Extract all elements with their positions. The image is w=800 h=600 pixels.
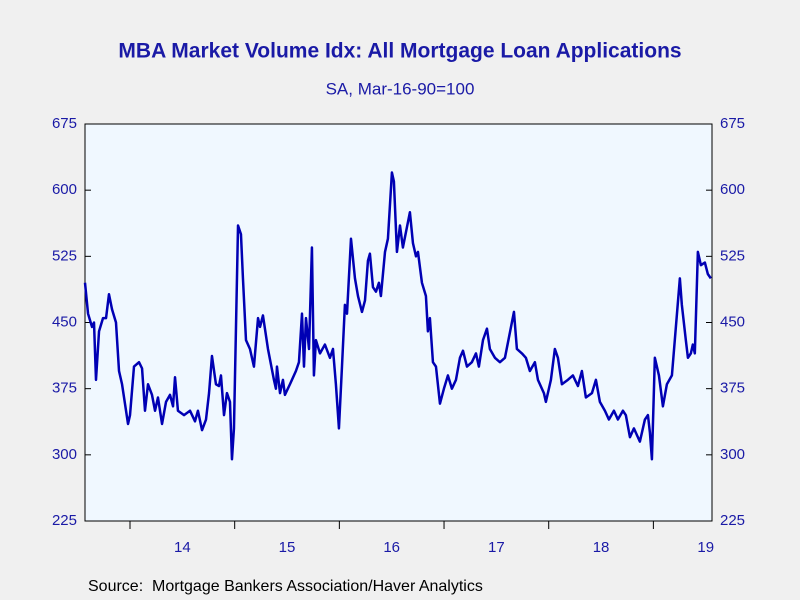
y2-tick-label: 525 xyxy=(720,247,745,264)
source-note: Source: Mortgage Bankers Association/Hav… xyxy=(88,578,483,595)
y2-tick-label: 225 xyxy=(720,512,745,529)
y2-tick-label: 675 xyxy=(720,115,745,132)
x-tick-label: 18 xyxy=(593,539,610,556)
data-line xyxy=(83,171,712,461)
y2-tick-label: 600 xyxy=(720,181,745,198)
y-tick-label: 600 xyxy=(52,181,77,198)
x-tick-label: 19 xyxy=(697,539,714,556)
y-tick-label: 225 xyxy=(52,512,77,529)
y2-tick-label: 450 xyxy=(720,313,745,330)
y-tick-label: 450 xyxy=(52,313,77,330)
chart-title: MBA Market Volume Idx: All Mortgage Loan… xyxy=(118,40,681,63)
x-tick-label: 16 xyxy=(383,539,400,556)
y2-tick-label: 300 xyxy=(720,446,745,463)
plot-area xyxy=(84,123,713,522)
chart-subtitle: SA, Mar-16-90=100 xyxy=(326,79,475,98)
y-tick-label: 300 xyxy=(52,446,77,463)
y-tick-label: 525 xyxy=(52,247,77,264)
y2-tick-label: 375 xyxy=(720,380,745,397)
x-tick-label: 14 xyxy=(174,539,191,556)
y-tick-label: 675 xyxy=(52,115,77,132)
y-tick-label: 375 xyxy=(52,380,77,397)
x-tick-label: 15 xyxy=(279,539,296,556)
x-tick-label: 17 xyxy=(488,539,505,556)
